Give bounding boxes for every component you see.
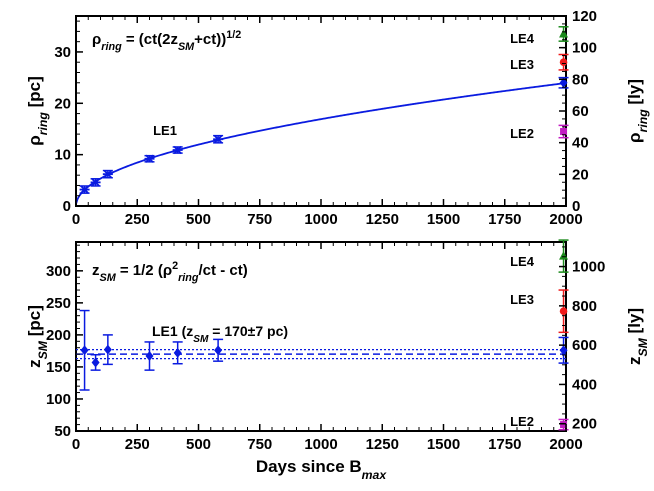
bottom-le2-point-marker	[560, 421, 568, 429]
bottom-le1-point-marker	[173, 347, 182, 358]
top-le1-point-marker-d2	[213, 135, 223, 144]
bottom-y-axis-label-right: zSM [ly]	[625, 308, 650, 365]
top-y-right-tick-label: 80	[572, 71, 589, 88]
bottom-y-left-tick-label: 300	[46, 263, 71, 280]
top-y-axis-label-left: ρring [pc]	[25, 76, 50, 146]
top-x-tick-label: 1500	[427, 211, 460, 228]
top-label-le1: LE1	[153, 123, 177, 138]
bottom-panel: 0 250 500 750 1000 1250 1500 1750 2000 50 100 150 20…	[25, 239, 650, 482]
top-le2-point-marker	[560, 128, 568, 136]
bottom-y-right-tick-label: 800	[572, 298, 597, 315]
top-y-left-tick-label: 20	[54, 95, 71, 112]
bottom-x-tick-label: 500	[186, 436, 211, 453]
top-y-left-tick-label: 30	[54, 44, 71, 61]
top-y-left-tick-label: 0	[63, 198, 71, 215]
bottom-label-le2: LE2	[510, 414, 534, 429]
top-le1-point-marker-d2	[103, 170, 112, 179]
bottom-y-axis-label-left: zSM [pc]	[25, 305, 50, 368]
top-y-right-tick-label: 40	[572, 135, 589, 152]
top-x-tick-label: 1750	[488, 211, 521, 228]
bottom-y-left-tick-label: 50	[54, 423, 71, 440]
bottom-x-tick-label: 750	[247, 436, 272, 453]
top-x-tick-label: 250	[125, 211, 150, 228]
bottom-x-tick-label: 250	[125, 436, 150, 453]
top-x-tick-label: 2000	[549, 211, 582, 228]
bottom-label-le3: LE3	[510, 292, 534, 307]
bottom-x-tick-label: 1000	[304, 436, 337, 453]
bottom-formula: zSM = 1/2 (ρ2ring/ct - ct)	[92, 260, 248, 284]
bottom-le1-point-marker	[91, 357, 100, 368]
bottom-y-left-tick-label: 250	[46, 295, 71, 312]
top-le1-point-marker	[559, 77, 568, 88]
bottom-le1-point-marker	[80, 345, 89, 356]
top-y-left-tick-label: 10	[54, 147, 71, 164]
bottom-x-tick-label: 1750	[488, 436, 521, 453]
top-le1-point-marker-d2	[80, 185, 89, 194]
bottom-y-right-tick-label: 600	[572, 337, 597, 354]
bottom-le3-point-marker	[559, 307, 568, 315]
bottom-le1-point-marker	[103, 344, 112, 355]
top-y-right-tick-label: 20	[572, 166, 589, 183]
top-le1-point-marker-d2	[91, 178, 100, 187]
bottom-le1-point-marker	[214, 345, 223, 356]
bottom-x-tick-label: 0	[72, 436, 80, 453]
top-y-right-tick-label: 120	[572, 8, 597, 25]
top-x-tick-label: 1250	[366, 211, 399, 228]
top-panel: 0 250 500 750 1000 1250 1500 1750 20000102030020…	[25, 8, 650, 228]
top-le3-point-marker	[559, 58, 568, 67]
top-fit-curve	[75, 82, 566, 204]
top-le1-point-marker-d2	[145, 154, 154, 163]
bottom-y-left-tick-label: 100	[46, 391, 71, 408]
top-le4-point-marker	[559, 28, 569, 38]
top-x-tick-label: 500	[186, 211, 211, 228]
bottom-mean-label: LE1 (zSM = 170±7 pc)	[152, 323, 288, 345]
top-y-axis-label-right: ρring [ly]	[625, 79, 650, 143]
bottom-label-le4: LE4	[510, 254, 535, 269]
top-x-tick-label: 0	[72, 211, 80, 228]
bottom-le4-point-marker	[559, 251, 569, 260]
top-le1-point-marker-d2	[173, 145, 182, 155]
bottom-y-right-tick-label: 400	[572, 376, 597, 393]
top-x-tick-label: 750	[247, 211, 272, 228]
top-x-tick-label: 1000	[304, 211, 337, 228]
bottom-le1-point-marker	[145, 351, 154, 362]
x-axis-label: Days since Bmax	[256, 457, 388, 482]
top-y-right-tick-label: 60	[572, 103, 589, 120]
bottom-x-tick-label: 1250	[366, 436, 399, 453]
bottom-y-right-tick-label: 1000	[572, 259, 605, 276]
top-label-le2: LE2	[510, 126, 534, 141]
top-formula: ρring = (ct(2zSM+ct))1/2	[92, 29, 241, 53]
top-label-le4: LE4	[510, 31, 535, 46]
bottom-y-left-tick-label: 200	[46, 327, 71, 344]
bottom-x-tick-label: 1500	[427, 436, 460, 453]
bottom-le1-point-marker	[559, 345, 568, 356]
bottom-x-tick-label: 2000	[549, 436, 582, 453]
top-label-le3: LE3	[510, 57, 534, 72]
top-y-right-tick-label: 100	[572, 40, 597, 57]
top-y-right-tick-label: 0	[572, 198, 580, 215]
bottom-y-right-tick-label: 200	[572, 416, 597, 433]
bottom-y-left-tick-label: 150	[46, 359, 71, 376]
